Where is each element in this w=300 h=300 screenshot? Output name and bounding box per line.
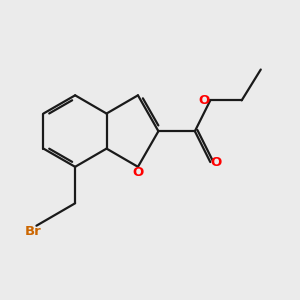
Text: O: O [199, 94, 210, 107]
Text: Br: Br [25, 225, 41, 238]
Text: O: O [132, 167, 144, 179]
Text: O: O [211, 156, 222, 169]
